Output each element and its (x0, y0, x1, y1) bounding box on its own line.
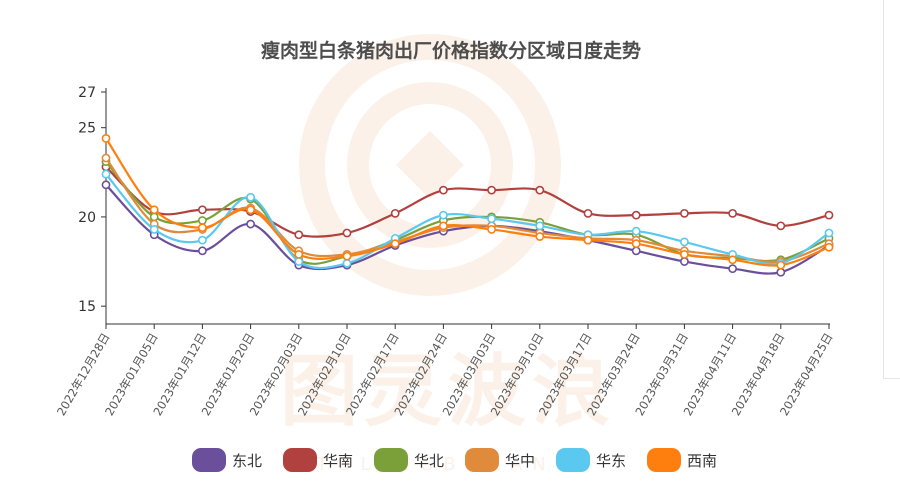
data-point[interactable] (246, 205, 255, 215)
side-panel (883, 0, 900, 379)
data-point[interactable] (680, 249, 689, 259)
data-point[interactable] (631, 210, 641, 220)
y-tick-label: 20 (78, 210, 96, 226)
data-point[interactable] (438, 185, 448, 195)
legend-swatch (556, 448, 590, 472)
data-point[interactable] (631, 226, 641, 236)
data-point[interactable] (197, 205, 207, 215)
series-line (105, 184, 830, 275)
data-point[interactable] (438, 221, 448, 231)
data-point[interactable] (342, 228, 352, 238)
data-point[interactable] (101, 180, 111, 190)
data-point[interactable] (728, 255, 737, 265)
legend-item-4[interactable]: 华中 (465, 448, 535, 472)
data-point[interactable] (197, 216, 207, 225)
data-point[interactable] (487, 214, 496, 224)
x-tick-label: 2023年01月12日 (150, 331, 209, 419)
y-tick-label: 25 (78, 121, 96, 137)
data-point[interactable] (728, 264, 737, 274)
legend-label: 西南 (687, 452, 717, 470)
data-point[interactable] (583, 208, 593, 218)
data-point[interactable] (728, 208, 737, 218)
data-point[interactable] (390, 208, 400, 218)
series-6 (101, 133, 834, 270)
legend-item-3[interactable]: 华北 (374, 448, 444, 472)
data-point[interactable] (631, 246, 641, 256)
data-point[interactable] (776, 260, 786, 270)
legend-item-5[interactable]: 华东 (556, 448, 626, 472)
legend-label: 华北 (414, 452, 444, 470)
data-point[interactable] (680, 257, 689, 266)
data-point[interactable] (149, 212, 159, 222)
data-point[interactable] (246, 219, 255, 229)
data-point[interactable] (487, 225, 496, 234)
series-5 (101, 169, 834, 270)
watermark-diamond (396, 131, 464, 199)
series-line (105, 173, 830, 270)
legend-swatch (465, 448, 499, 472)
legend-swatch (283, 448, 317, 472)
data-point[interactable] (101, 133, 111, 143)
data-point[interactable] (680, 208, 689, 218)
y-tick-label: 27 (78, 85, 96, 101)
data-point[interactable] (149, 225, 159, 234)
data-point[interactable] (342, 258, 352, 268)
x-tick-label: 2023年04月11日 (681, 331, 740, 419)
data-point[interactable] (197, 235, 207, 245)
watermark-ring-inner (347, 82, 513, 248)
legend-swatch (192, 448, 226, 472)
data-point[interactable] (390, 239, 400, 249)
x-tick-label: 2022年12月28日 (54, 331, 113, 419)
data-point[interactable] (824, 210, 834, 220)
series-layer (101, 133, 834, 277)
legend: 东北 华南 华北 华中 华东 西南 (192, 448, 717, 472)
x-tick-label: 2023年01月05日 (102, 331, 161, 419)
watermark-text: 图灵波浪 (280, 347, 616, 437)
data-point[interactable] (583, 235, 593, 245)
data-point[interactable] (197, 246, 207, 256)
data-point[interactable] (535, 221, 545, 231)
legend-swatch (647, 448, 681, 472)
data-point[interactable] (294, 257, 304, 266)
series-line (105, 137, 830, 267)
legend-label: 华东 (596, 452, 626, 470)
data-point[interactable] (535, 185, 545, 195)
watermark-logo: 图灵波浪 TULINGBOLANG (280, 34, 616, 475)
x-tick-label: 2023年03月31日 (632, 331, 691, 419)
legend-item-2[interactable]: 华南 (283, 448, 353, 472)
legend-item-1[interactable]: 东北 (192, 448, 262, 472)
x-tick-label: 2023年01月20日 (199, 331, 258, 419)
watermark-ring (299, 34, 561, 296)
watermark-subtext: TULINGBOLANG (315, 454, 579, 475)
data-point[interactable] (776, 267, 786, 277)
y-tick-label: 15 (78, 299, 96, 315)
data-point[interactable] (535, 232, 545, 241)
data-point[interactable] (776, 221, 786, 231)
legend-label: 东北 (232, 452, 262, 470)
data-point[interactable] (101, 153, 111, 163)
data-point[interactable] (149, 205, 159, 215)
legend-label: 华中 (505, 452, 535, 470)
chart-title: 瘦肉型白条猪肉出厂价格指数分区域日度走势 (261, 39, 641, 62)
legend-item-6[interactable]: 西南 (647, 448, 717, 472)
data-point[interactable] (342, 251, 352, 261)
data-point[interactable] (294, 249, 304, 259)
data-point[interactable] (197, 223, 207, 233)
x-tick-label: 2023年04月18日 (729, 331, 788, 419)
data-point[interactable] (824, 228, 834, 238)
legend-swatch (374, 448, 408, 472)
data-point[interactable] (101, 169, 111, 179)
legend-label: 华南 (323, 452, 353, 470)
data-point[interactable] (438, 210, 448, 220)
data-point[interactable] (680, 237, 689, 247)
data-point[interactable] (246, 192, 255, 202)
data-point[interactable] (294, 230, 304, 240)
data-point[interactable] (487, 185, 496, 195)
data-point[interactable] (824, 242, 834, 252)
data-point[interactable] (631, 239, 641, 249)
x-tick-label: 2023年04月25日 (777, 331, 836, 419)
